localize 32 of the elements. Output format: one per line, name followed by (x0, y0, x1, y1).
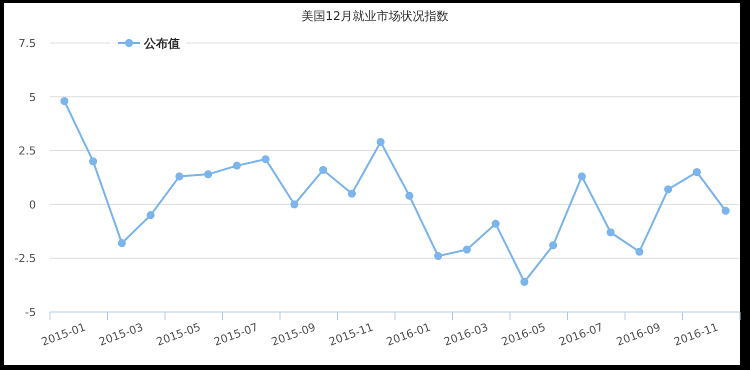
point (434, 252, 442, 260)
point (578, 172, 586, 180)
point (462, 246, 471, 254)
point (635, 248, 644, 256)
point (606, 228, 615, 236)
legend-label: 公布值 (143, 36, 180, 50)
point (549, 241, 558, 250)
point (722, 206, 730, 215)
y-tick-label: 5 (29, 90, 36, 104)
point (118, 239, 126, 248)
point (348, 190, 356, 198)
point (146, 211, 155, 220)
point (319, 166, 328, 174)
point (492, 220, 500, 228)
y-tick-label: -2.5 (14, 252, 36, 266)
point (692, 168, 701, 176)
chart-title: 美国12月就业市场状况指数 (301, 9, 449, 23)
point (520, 278, 528, 286)
point (405, 192, 414, 200)
point (376, 138, 385, 146)
point (262, 155, 270, 164)
point (204, 170, 212, 178)
y-tick-label: 0 (29, 198, 36, 212)
y-tick-label: -5 (25, 306, 36, 319)
point (175, 172, 184, 180)
point (232, 162, 241, 170)
point (89, 157, 98, 166)
point (60, 97, 68, 106)
y-tick-label: 2.5 (18, 144, 36, 158)
point (290, 200, 298, 208)
point (664, 185, 672, 194)
y-tick-label: 7.5 (18, 37, 36, 50)
